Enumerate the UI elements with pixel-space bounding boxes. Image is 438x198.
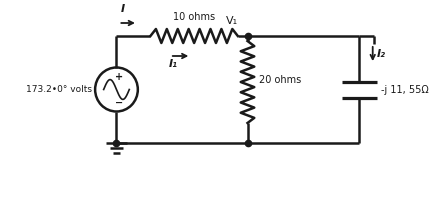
Text: 20 ohms: 20 ohms	[259, 74, 301, 85]
Text: −: −	[115, 98, 124, 108]
Text: 10 ohms: 10 ohms	[173, 12, 215, 22]
Text: V₁: V₁	[226, 16, 238, 26]
Text: +: +	[115, 72, 124, 82]
Text: 173.2•0° volts: 173.2•0° volts	[26, 85, 92, 94]
Text: -j 11, 55Ω: -j 11, 55Ω	[381, 85, 429, 94]
Text: I: I	[121, 4, 125, 14]
Text: I₁: I₁	[168, 59, 177, 69]
Text: I₂: I₂	[377, 49, 385, 59]
